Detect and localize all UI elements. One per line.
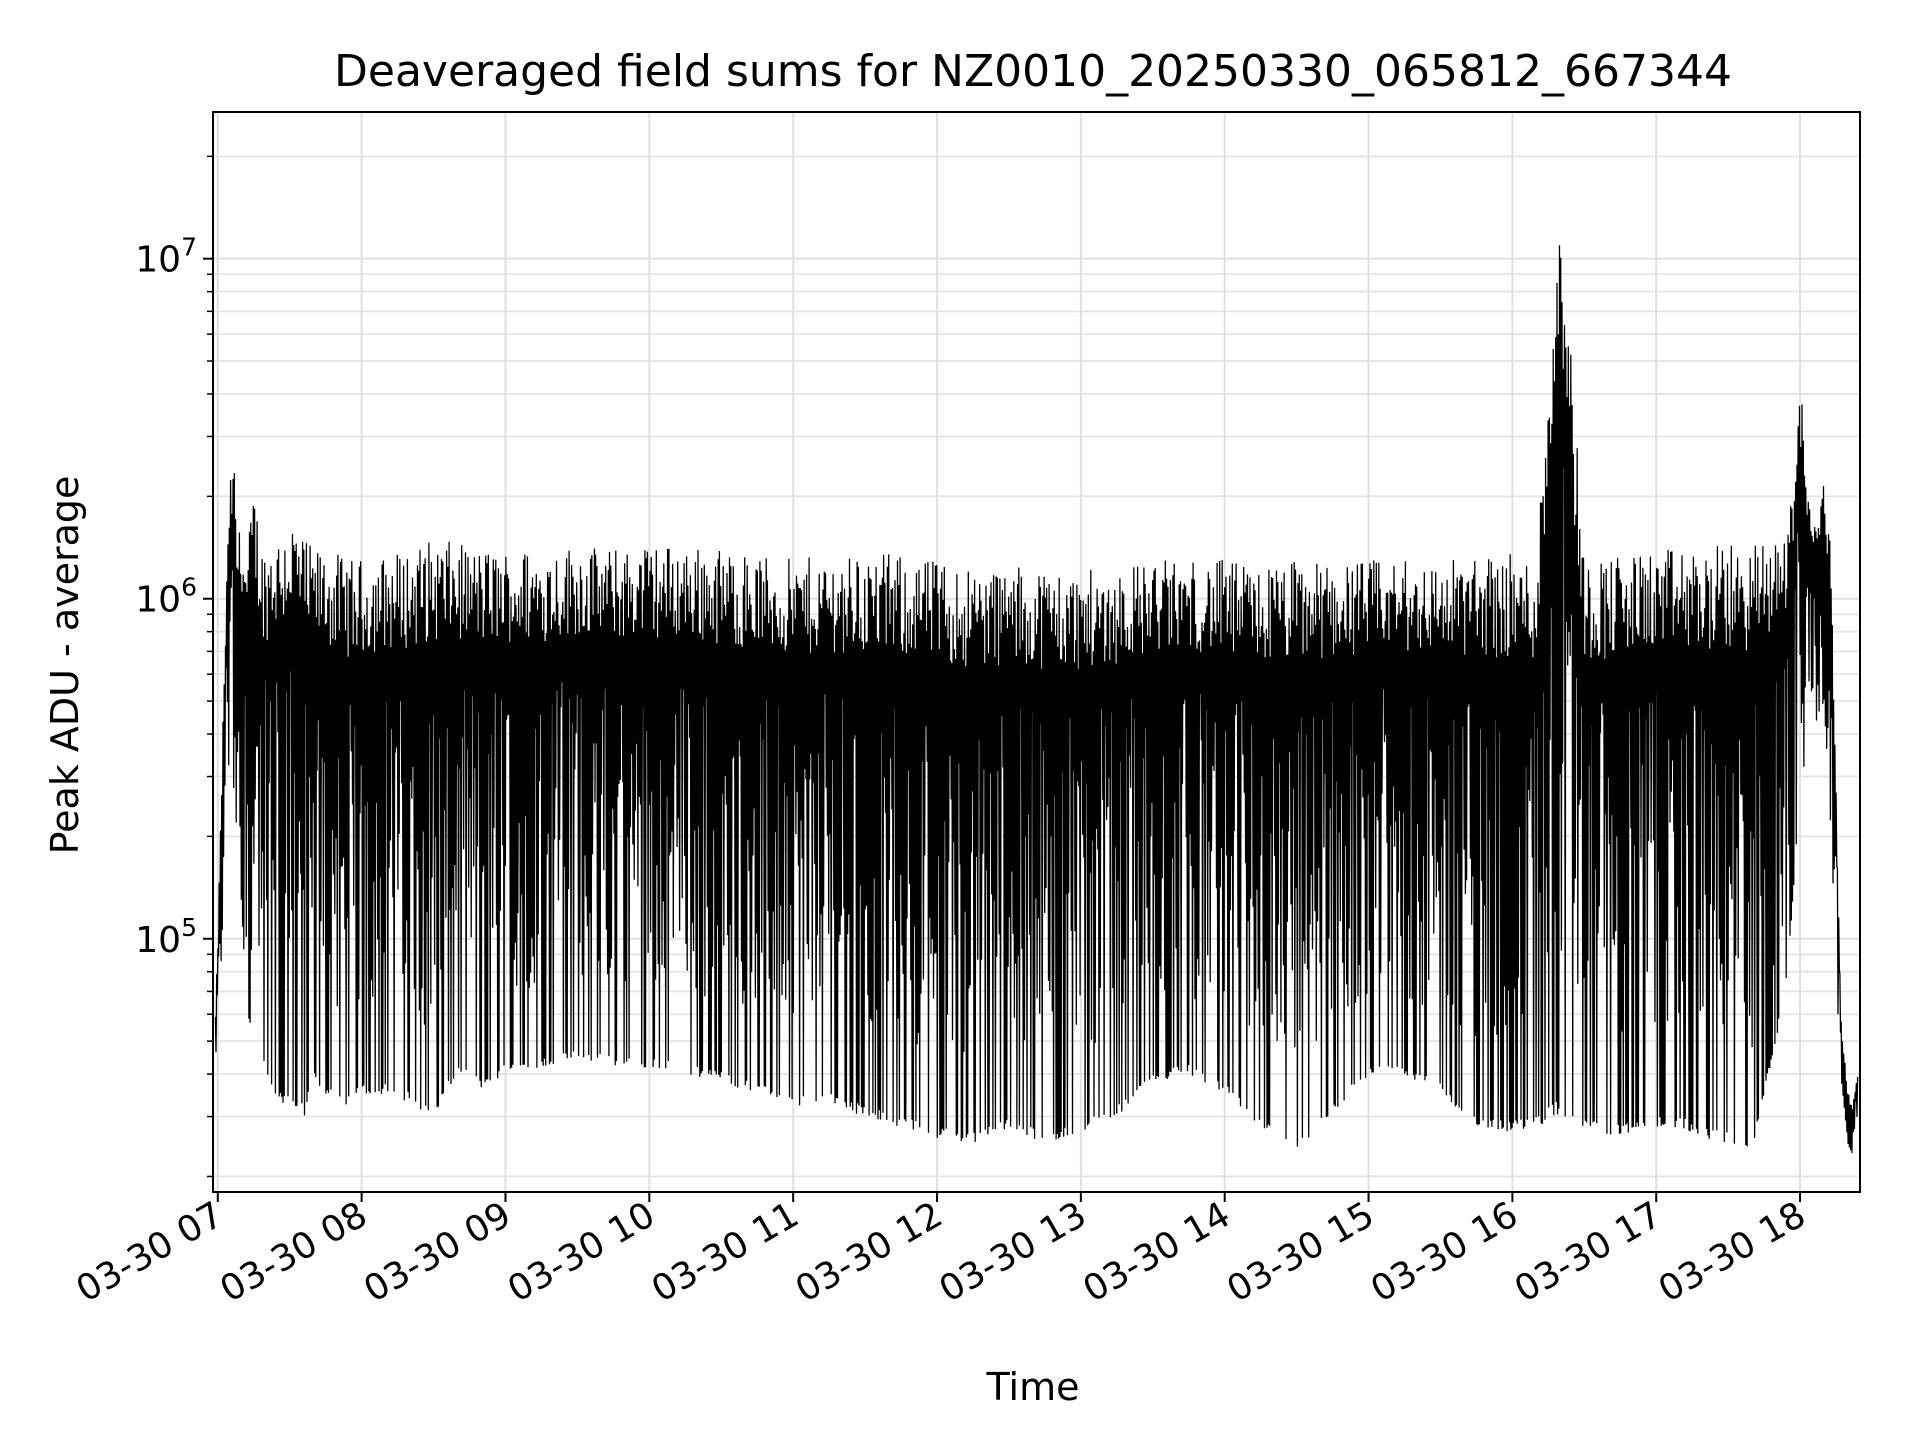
y-tick-label: 107 — [135, 233, 197, 281]
y-tick-label-base: 10 — [135, 580, 181, 621]
y-tick-label-exponent: 6 — [181, 573, 197, 602]
data-layer — [214, 245, 1859, 1154]
chart-title: Deaveraged field sums for NZ0010_2025033… — [334, 46, 1732, 97]
y-axis-label: Peak ADU - average — [43, 476, 87, 855]
y-tick-label-base: 10 — [135, 240, 181, 281]
x-axis-label: Time — [986, 1365, 1080, 1409]
y-tick-label-exponent: 7 — [181, 233, 197, 262]
y-tick-label: 105 — [135, 913, 197, 961]
data-series-line — [214, 245, 1859, 1154]
y-tick-label: 106 — [135, 573, 197, 621]
y-tick-label-base: 10 — [135, 920, 181, 961]
y-tick-label-exponent: 5 — [181, 913, 197, 942]
